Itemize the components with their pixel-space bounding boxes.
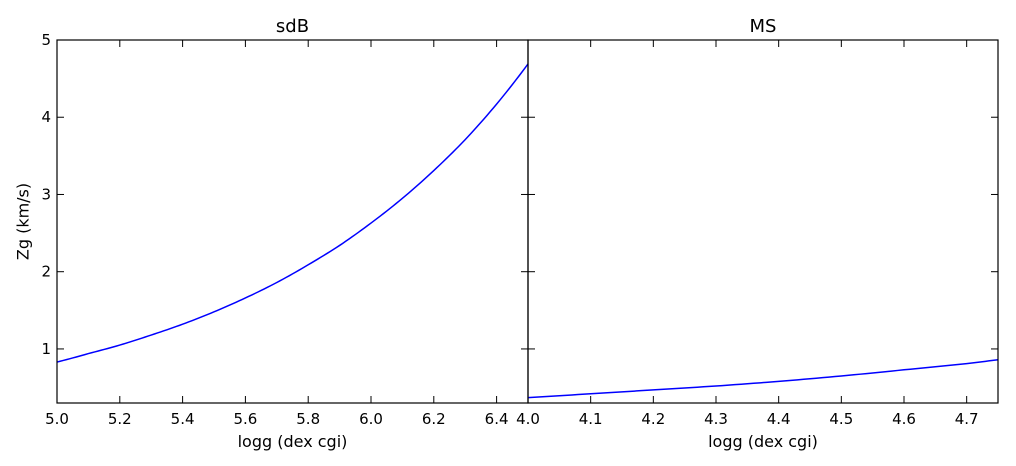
y-tick-label: 1 bbox=[41, 340, 51, 358]
x-axis-label-ms: logg (dex cgi) bbox=[708, 432, 818, 451]
x-tick-label: 6.0 bbox=[359, 410, 383, 428]
x-tick-label: 4.3 bbox=[704, 410, 728, 428]
x-axis-label-sdb: logg (dex cgi) bbox=[238, 432, 348, 451]
x-tick-label: 5.4 bbox=[171, 410, 195, 428]
x-tick-label: 6.4 bbox=[485, 410, 509, 428]
x-tick-label: 4.5 bbox=[829, 410, 853, 428]
x-tick-label: 5.6 bbox=[233, 410, 257, 428]
panel-sdb: sdB 5.0 5.2 5.4 5.6 5.8 6.0 6.2 6.4 1 2 3 4 5 logg … bbox=[14, 16, 529, 451]
y-axis-label: Zg (km/s) bbox=[14, 183, 33, 260]
x-tick-label: 4.7 bbox=[955, 410, 979, 428]
x-tick-label: 4.4 bbox=[767, 410, 791, 428]
x-tick-label: 4.1 bbox=[579, 410, 603, 428]
y-ticks-sdb: 1 2 3 4 5 bbox=[41, 31, 528, 358]
x-tick-label: 5.2 bbox=[108, 410, 132, 428]
x-tick-label: 5.0 bbox=[45, 410, 69, 428]
series-line-ms bbox=[527, 359, 999, 399]
y-tick-label: 3 bbox=[41, 185, 51, 203]
x-tick-label: 4.2 bbox=[641, 410, 665, 428]
x-tick-label: 4.6 bbox=[892, 410, 916, 428]
y-tick-label: 4 bbox=[41, 108, 51, 126]
y-tick-label: 2 bbox=[41, 263, 51, 281]
x-tick-label: 5.8 bbox=[296, 410, 320, 428]
y-ticks-ms bbox=[528, 39, 998, 350]
panel-title-sdb: sdB bbox=[276, 16, 309, 37]
plot-frame-sdb bbox=[56, 39, 529, 404]
series-line-sdb bbox=[56, 63, 529, 363]
x-tick-label: 6.2 bbox=[422, 410, 446, 428]
x-ticks-sdb: 5.0 5.2 5.4 5.6 5.8 6.0 6.2 6.4 bbox=[45, 40, 509, 428]
panel-ms: MS 4.0 4.1 4.2 4.3 4.4 4.5 4.6 4.7 logg (dex cg… bbox=[516, 16, 999, 451]
x-ticks-ms: 4.0 4.1 4.2 4.3 4.4 4.5 4.6 4.7 bbox=[516, 40, 979, 428]
plot-frame-ms bbox=[527, 39, 999, 404]
panel-title-ms: MS bbox=[750, 16, 777, 37]
y-tick-label: 5 bbox=[41, 31, 51, 49]
x-tick-label: 4.0 bbox=[516, 410, 540, 428]
